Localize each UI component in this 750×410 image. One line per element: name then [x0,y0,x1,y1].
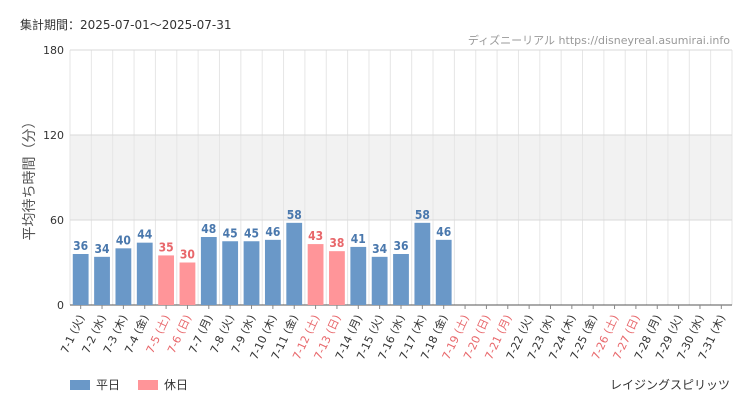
data-label: 45 [223,226,238,240]
legend-item-weekday: 平日 [70,376,120,393]
bar [136,242,153,305]
legend-swatch-weekday [70,379,90,390]
legend-label-holiday: 休日 [164,378,189,392]
data-label: 34 [95,242,111,256]
data-label: 43 [308,229,323,243]
bar [158,255,174,305]
data-label: 38 [329,236,344,250]
bar [435,239,452,305]
legend: 平日 休日 [70,376,188,393]
bar [350,246,367,305]
bar [94,256,110,305]
bar [307,244,324,305]
bar [393,254,409,305]
data-label: 34 [372,242,388,256]
bar [414,222,431,305]
source-label: ディズニーリアル https://disneyreal.asumirai.inf… [467,34,730,47]
data-label: 46 [265,225,280,239]
data-label: 41 [351,232,366,246]
attraction-name: レイジングスピリッツ [609,378,730,392]
data-label: 48 [201,222,216,236]
legend-label-weekday: 平日 [96,378,121,392]
legend-item-holiday: 休日 [138,376,188,393]
y-tick-label: 0 [57,299,64,312]
shaded-band [70,135,732,220]
data-label: 45 [244,226,259,240]
data-label: 58 [287,208,302,222]
bar [329,251,345,305]
bar [115,248,132,305]
y-tick-label: 180 [43,44,64,57]
data-label: 44 [137,228,153,242]
data-label: 36 [73,239,88,253]
bar [72,254,89,305]
bar [286,222,303,305]
data-label: 46 [436,225,451,239]
data-label: 30 [180,248,195,262]
data-label: 36 [393,239,408,253]
bar [179,262,196,305]
legend-swatch-holiday [138,379,159,390]
period-label: 集計期間：2025-07-01～2025-07-31 [20,18,232,32]
bar [371,256,388,305]
bar [222,241,239,305]
bar [200,237,217,305]
y-tick-label: 60 [50,214,64,227]
y-tick-label: 120 [43,129,64,142]
bar [243,241,260,305]
y-axis-label: 平均待ち時間（分） [22,115,38,241]
data-label: 58 [415,208,430,222]
data-label: 35 [159,240,174,254]
data-label: 40 [116,233,131,247]
bar [264,239,281,305]
